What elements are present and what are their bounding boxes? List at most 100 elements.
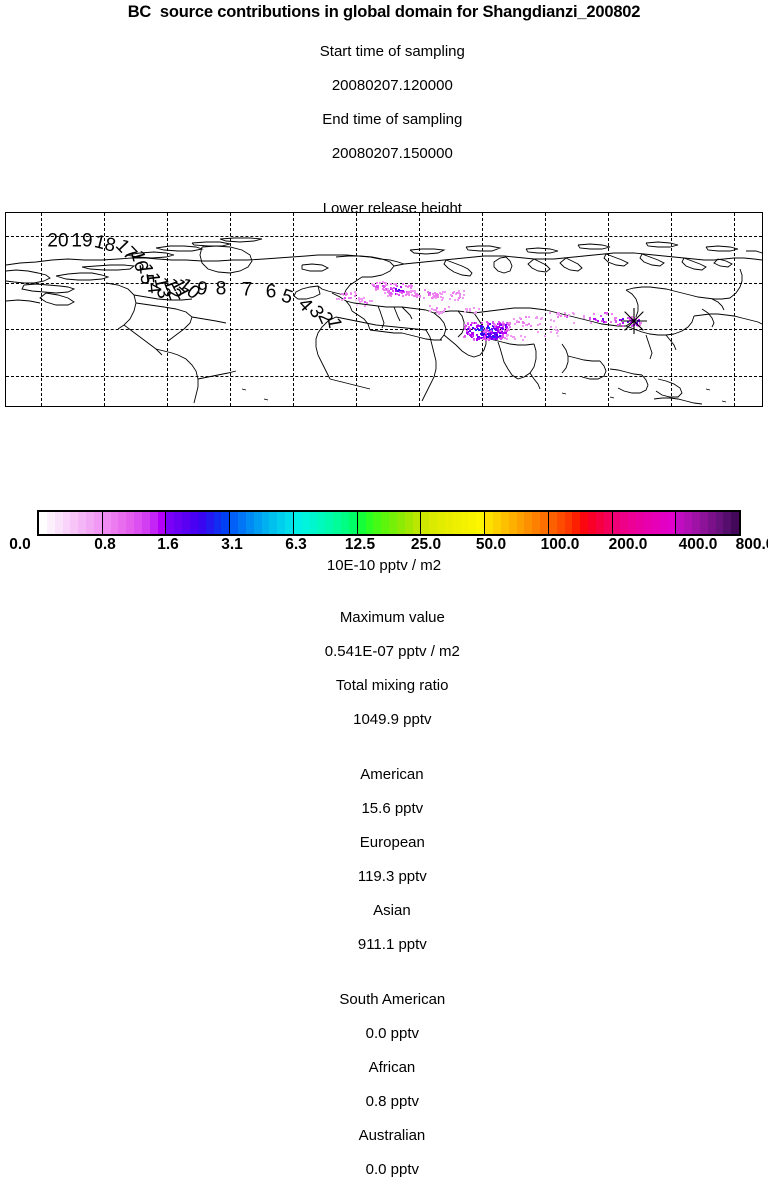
colorbar-shade	[524, 512, 533, 534]
footprint-cell	[398, 289, 400, 291]
colorbar-segment[interactable]	[102, 512, 167, 534]
colorbar-segment[interactable]	[166, 512, 231, 534]
footprint-cell	[402, 295, 404, 297]
colorbar-shade	[572, 512, 581, 534]
footprint-cell	[553, 320, 555, 322]
end-time-label: End time of sampling	[322, 111, 463, 128]
footprint-cell	[634, 323, 636, 325]
footprint-cell	[412, 290, 414, 292]
footprint-cell	[627, 321, 629, 323]
footprint-cell	[435, 309, 437, 311]
footprint-cell	[466, 332, 468, 334]
footprint-cell	[539, 323, 541, 325]
footprint-cell	[478, 338, 480, 340]
footprint-cell	[506, 335, 508, 337]
colorbar-shade	[381, 512, 390, 534]
footprint-cell	[501, 329, 503, 331]
map-gridline-vertical	[356, 213, 357, 406]
colorbar-segment[interactable]	[485, 512, 549, 534]
footprint-cell	[488, 327, 490, 329]
footprint-cell	[614, 317, 616, 319]
footprint-cell	[487, 324, 489, 326]
colorbar-tick-label: 25.0	[410, 536, 442, 553]
footprint-cell	[557, 316, 559, 318]
footprint-cell	[528, 316, 530, 318]
footprint-cell	[610, 321, 612, 323]
colorbar[interactable]	[37, 510, 741, 536]
colorbar-container[interactable]	[37, 510, 741, 536]
footprint-cell	[464, 336, 466, 338]
footprint-cell	[396, 293, 398, 295]
footprint-cell	[568, 314, 570, 316]
footprint-cell	[467, 331, 469, 333]
footprint-cell	[493, 332, 495, 334]
footprint-cell	[414, 292, 416, 294]
trajectory-hour-label: 6	[265, 281, 277, 303]
footprint-cell	[550, 319, 552, 321]
footprint-cell	[390, 287, 392, 289]
footprint-cell	[373, 285, 375, 287]
footprint-cell	[391, 288, 393, 290]
footprint-cell	[472, 333, 474, 335]
footprint-cell	[435, 297, 437, 299]
colorbar-segment[interactable]	[421, 512, 486, 534]
footprint-cell	[403, 291, 405, 293]
colorbar-shade	[437, 512, 445, 534]
colorbar-shade	[692, 512, 700, 534]
footprint-cell	[410, 291, 412, 293]
stat-line-regions-1: American 15.6 pptv European 119.3 pptv A…	[0, 749, 768, 970]
footprint-cell	[496, 338, 498, 340]
footprint-cell	[369, 300, 371, 302]
footprint-cell	[383, 289, 385, 291]
footprint-cell	[385, 283, 387, 285]
footprint-cell	[622, 318, 624, 320]
footprint-cell	[392, 290, 394, 292]
colorbar-shade	[580, 512, 589, 534]
footprint-cell	[491, 328, 493, 330]
footprint-cell	[464, 335, 466, 337]
colorbar-shade	[588, 512, 596, 534]
footprint-cell	[408, 285, 410, 287]
colorbar-segment[interactable]	[357, 512, 422, 534]
footprint-cell	[473, 339, 475, 341]
colorbar-segment[interactable]	[676, 512, 740, 534]
colorbar-segment[interactable]	[39, 512, 103, 534]
colorbar-segment[interactable]	[548, 512, 613, 534]
footprint-cell	[495, 329, 497, 331]
footprint-cell	[462, 297, 464, 299]
footprint-cell	[385, 288, 387, 290]
footprint-cell	[427, 291, 429, 293]
footprint-cell	[395, 290, 397, 292]
map-gridline-horizontal	[6, 329, 762, 330]
footprint-cell	[522, 322, 524, 324]
colorbar-tick-label: 0.8	[94, 536, 116, 553]
colorbar-segment[interactable]	[230, 512, 294, 534]
colorbar-shade	[651, 512, 660, 534]
footprint-cell	[464, 328, 466, 330]
footprint-cell	[431, 308, 433, 310]
footprint-cell	[528, 323, 530, 325]
footprint-cell	[492, 335, 494, 337]
colorbar-tick-labels: 0.0 0.8 1.6 3.1 6.3 12.5 25.0 50.0 100.0 200.0 400…	[0, 536, 768, 556]
footprint-cell	[557, 312, 559, 314]
world-map-panel[interactable]: 20 19 18 17 16 15 14 13 12 11 10 9 8 7 6 5 4 3 2 1	[5, 212, 763, 407]
colorbar-shade	[707, 512, 716, 534]
footprint-cell	[423, 297, 425, 299]
footprint-cell	[480, 333, 482, 335]
trajectory-hour-label: 8	[215, 278, 227, 300]
footprint-cell	[473, 338, 475, 340]
footprint-cell	[478, 329, 480, 331]
colorbar-segment[interactable]	[612, 512, 677, 534]
footprint-cell	[631, 319, 633, 321]
footprint-cell	[550, 326, 552, 328]
colorbar-shade	[357, 512, 366, 534]
footprint-cell	[338, 298, 340, 300]
footprint-cell	[506, 323, 508, 325]
footprint-cell	[402, 290, 404, 292]
colorbar-segment[interactable]	[293, 512, 358, 534]
colorbar-shade	[54, 512, 63, 534]
footprint-cell	[636, 324, 638, 326]
footprint-cell	[436, 295, 438, 297]
footprint-cell	[558, 312, 560, 314]
footprint-cell	[566, 316, 568, 318]
